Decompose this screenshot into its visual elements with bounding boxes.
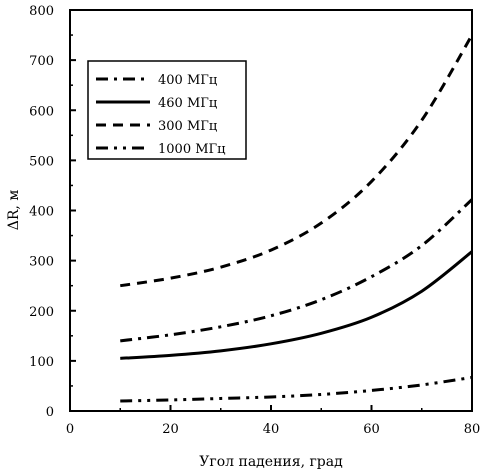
y-tick-label: 300 [29, 255, 54, 270]
x-axis-title: Угол падения, град [199, 454, 343, 470]
y-tick-label: 800 [29, 4, 54, 19]
series-line [120, 375, 473, 403]
x-tick-label: 80 [464, 422, 481, 437]
x-tick-label: 20 [162, 422, 179, 437]
series-line [120, 250, 473, 360]
y-tick-label: 400 [29, 205, 54, 220]
legend-label: 1000 МГц [158, 142, 226, 157]
y-tick-label: 700 [29, 54, 54, 69]
x-tick-label: 60 [363, 422, 380, 437]
legend-label: 460 МГц [158, 96, 217, 111]
series-line [120, 198, 474, 343]
y-tick-label: 0 [46, 405, 54, 420]
legend-box [87, 60, 247, 160]
y-tick-label: 100 [29, 355, 54, 370]
y-tick-label: 200 [29, 305, 54, 320]
legend-label: 300 МГц [158, 119, 217, 134]
x-tick-label: 40 [263, 422, 280, 437]
legend-label: 400 МГц [158, 73, 217, 88]
x-tick-label: 0 [66, 422, 74, 437]
series-line [120, 34, 474, 288]
legend: 400 МГц 460 МГц 300 МГц 1000 МГц [87, 60, 247, 160]
y-tick-label: 500 [29, 154, 54, 169]
y-tick-label: 600 [29, 104, 54, 119]
series-lines [120, 34, 474, 403]
y-axis-title: ΔR, м [6, 190, 22, 231]
